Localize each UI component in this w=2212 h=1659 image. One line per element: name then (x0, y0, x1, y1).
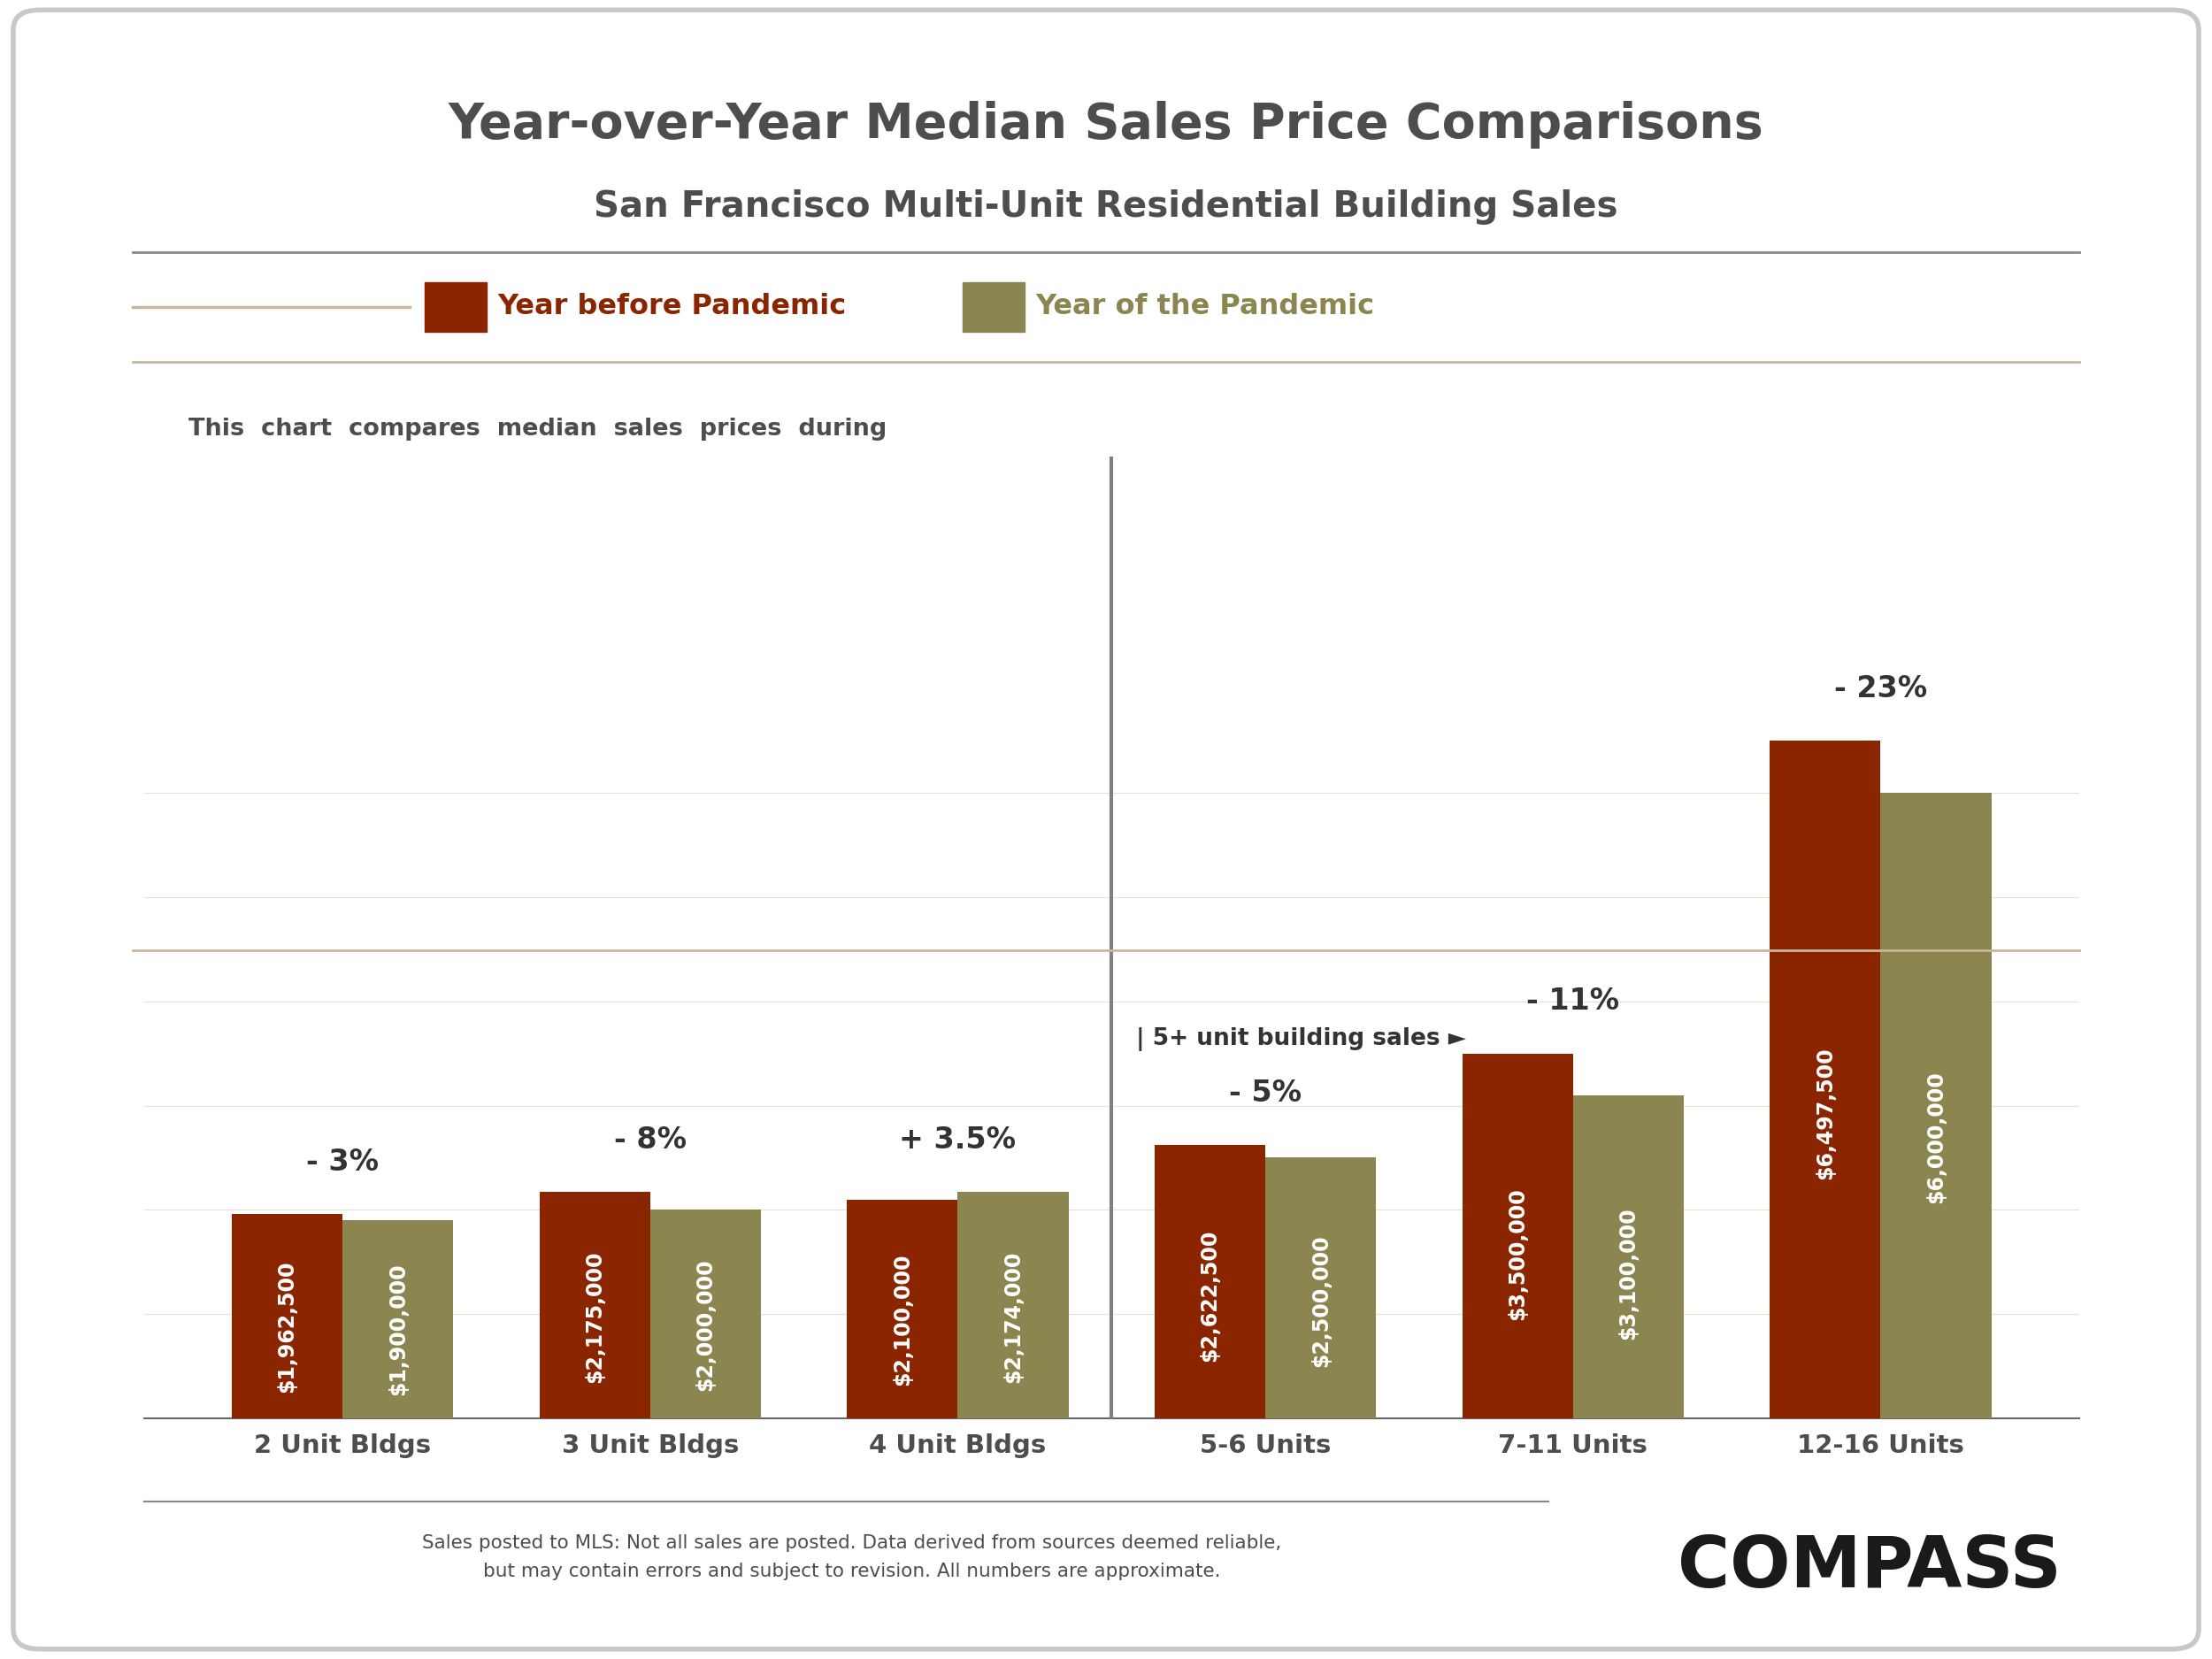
Bar (1880, 793, 1991, 1418)
Text: | 5+ unit building sales ►: | 5+ unit building sales ► (1137, 1027, 1467, 1050)
Bar (847, 1199, 958, 1418)
Bar (232, 1214, 343, 1418)
Bar (540, 1191, 650, 1418)
Text: $2,100,000: $2,100,000 (891, 1254, 914, 1385)
Text: - 23%: - 23% (1834, 674, 1927, 703)
Text: with  the  previous  12  months.  Because  of  the  low: with the previous 12 months. Because of … (188, 591, 918, 614)
Text: numbers  of  sales  of  the  larger  buildings,  the: numbers of sales of the larger buildings… (188, 677, 852, 700)
Bar (1573, 1095, 1683, 1418)
Text: the  first  year  of  the  pandemic,  3/16/20 – 3/15/21,: the first year of the pandemic, 3/16/20 … (188, 504, 902, 528)
Bar (958, 1191, 1068, 1418)
Text: $1,962,500: $1,962,500 (276, 1261, 299, 1392)
Text: $1,900,000: $1,900,000 (387, 1262, 409, 1395)
Text: $2,175,000: $2,175,000 (584, 1251, 606, 1382)
Text: $2,622,500: $2,622,500 (1199, 1229, 1221, 1362)
Text: $6,497,500: $6,497,500 (1814, 1047, 1836, 1180)
Text: - 3%: - 3% (305, 1148, 378, 1176)
Bar (1265, 1158, 1376, 1418)
Text: $2,000,000: $2,000,000 (695, 1259, 717, 1390)
Text: Year of the Pandemic: Year of the Pandemic (1035, 294, 1374, 320)
Text: Year before Pandemic: Year before Pandemic (498, 294, 847, 320)
Text: $6,000,000: $6,000,000 (1924, 1070, 1947, 1203)
Text: $3,100,000: $3,100,000 (1617, 1206, 1639, 1339)
Bar (343, 1221, 453, 1418)
Text: $2,500,000: $2,500,000 (1310, 1234, 1332, 1367)
Text: correct  scale  of  any  change  in  fair  market  value.: correct scale of any change in fair mark… (188, 849, 911, 873)
Text: San Francisco Multi-Unit Residential Building Sales: San Francisco Multi-Unit Residential Bui… (593, 189, 1619, 226)
Text: - 11%: - 11% (1526, 987, 1619, 1017)
Bar (1462, 1053, 1573, 1418)
FancyBboxPatch shape (13, 10, 2199, 1649)
Bar (650, 1209, 761, 1418)
Text: changes  in  median  sales  price  may  not  reflect  the: changes in median sales price may not re… (188, 763, 931, 786)
Text: COMPASS: COMPASS (1677, 1533, 2062, 1603)
Bar (1770, 742, 1880, 1418)
Text: $3,500,000: $3,500,000 (1506, 1188, 1528, 1321)
Text: $2,174,000: $2,174,000 (1002, 1251, 1024, 1382)
Text: + 3.5%: + 3.5% (900, 1125, 1015, 1155)
Text: - 5%: - 5% (1230, 1078, 1301, 1108)
Text: - 8%: - 8% (615, 1125, 686, 1155)
Bar (1155, 1145, 1265, 1418)
Text: Year-over-Year Median Sales Price Comparisons: Year-over-Year Median Sales Price Compar… (449, 101, 1763, 148)
Text: This  chart  compares  median  sales  prices  during: This chart compares median sales prices … (188, 418, 887, 441)
Text: Sales posted to MLS: Not all sales are posted. Data derived from sources deemed : Sales posted to MLS: Not all sales are p… (422, 1535, 1281, 1579)
